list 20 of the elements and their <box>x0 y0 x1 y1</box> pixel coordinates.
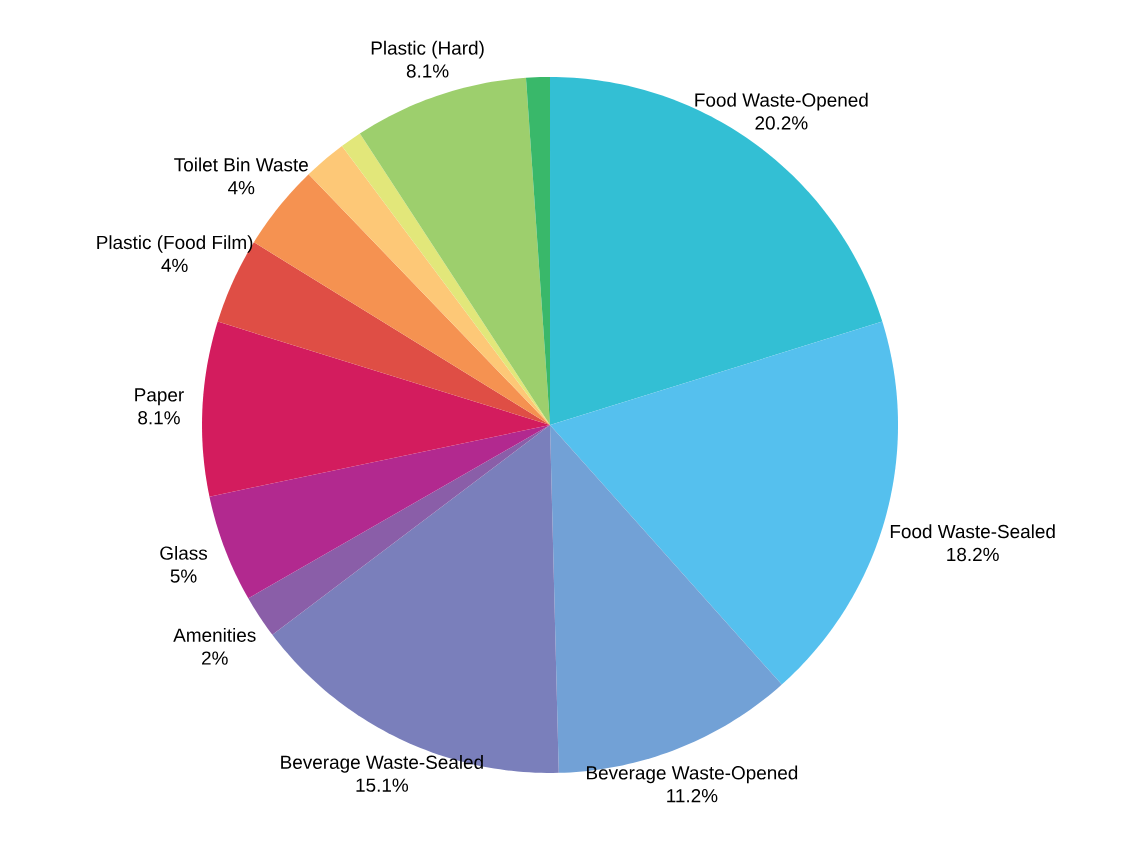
data-label: 2% <box>202 651 228 665</box>
slice-label: Toilet Bin Waste <box>174 157 308 172</box>
slice-label: Plastic (Hard) <box>371 40 484 59</box>
data-label: 15.1% <box>356 778 409 792</box>
data-label: 8.1% <box>138 411 180 425</box>
slice-label: Food Waste-Opened <box>695 92 868 111</box>
data-label: 18.2% <box>947 547 999 562</box>
slice-label: Amenities <box>173 627 256 642</box>
data-label: 8.1% <box>406 64 449 78</box>
data-label: 4% <box>161 258 188 272</box>
slice-label: Beverage Waste-Sealed <box>281 755 483 773</box>
data-label: 20.2% <box>755 116 808 130</box>
data-label: 5% <box>170 569 197 583</box>
slice-label: Food Waste-Sealed <box>890 524 1055 539</box>
data-label: 4% <box>228 181 255 195</box>
data-label: 11.2% <box>667 789 718 803</box>
slice-label: Plastic (Food Film) <box>97 235 253 253</box>
slice-label: Paper <box>135 388 184 406</box>
slice-label: Glass <box>160 545 208 560</box>
slice-label: Beverage Waste-Opened <box>587 765 798 784</box>
